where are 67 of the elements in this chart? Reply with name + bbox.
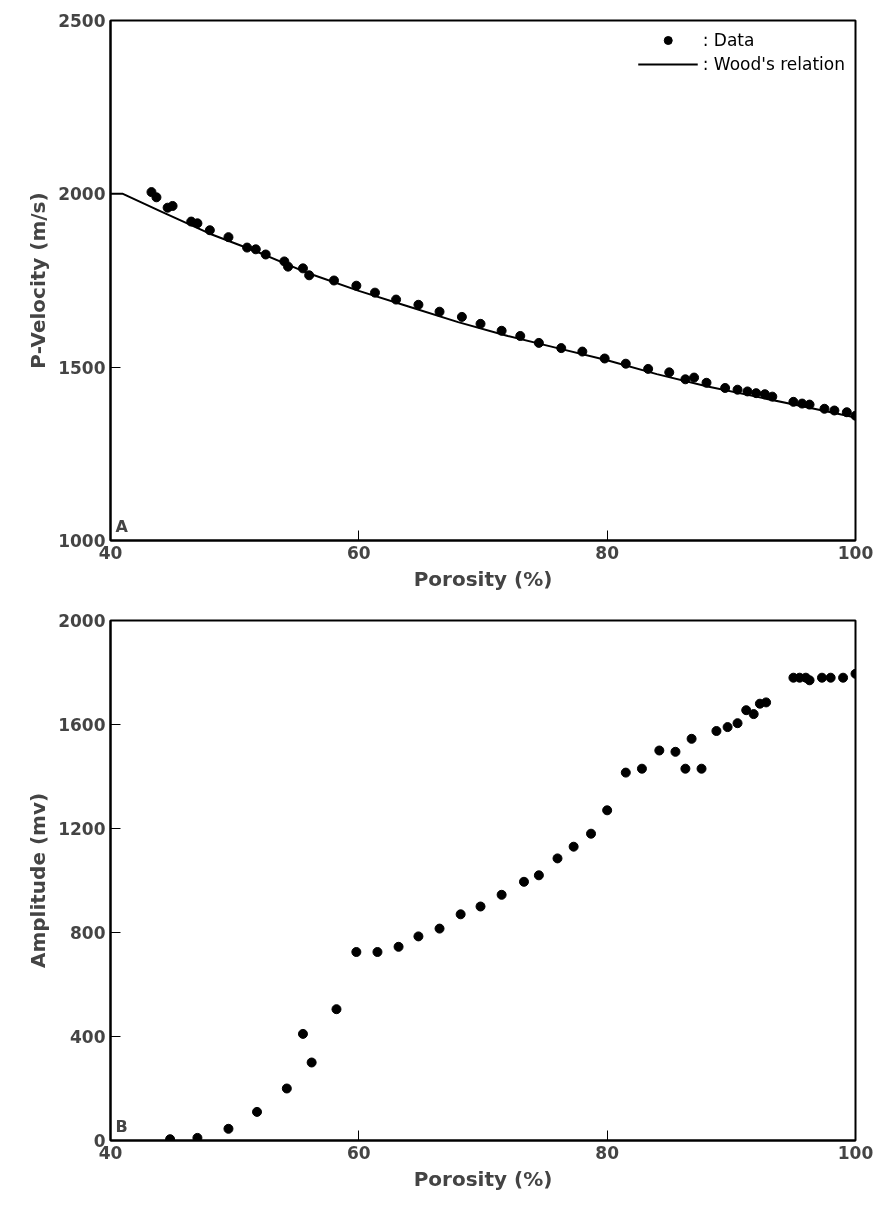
point (680, 763, 691, 774)
point (804, 675, 815, 686)
y-tick-label: 2000 (58, 611, 106, 631)
point (654, 745, 665, 756)
legend-label: : Wood's relation (702, 54, 845, 74)
point (306, 1057, 317, 1068)
point (413, 931, 424, 942)
point (455, 909, 466, 920)
y-tick-label: 2500 (58, 11, 106, 31)
y-tick-label: 1600 (58, 715, 106, 735)
point (825, 672, 836, 683)
point (151, 192, 162, 203)
point (664, 367, 675, 378)
point (413, 299, 424, 310)
point (223, 1123, 234, 1134)
point (620, 767, 631, 778)
x-tick-label: 100 (837, 542, 874, 563)
point (636, 763, 647, 774)
y-tick-label: 800 (70, 923, 106, 943)
point (838, 672, 849, 683)
point (552, 853, 563, 864)
point (518, 876, 529, 887)
point (686, 733, 697, 744)
point (533, 870, 544, 881)
y-tick-label: 1500 (58, 357, 106, 378)
point (670, 746, 681, 757)
point (393, 941, 404, 952)
point (711, 726, 722, 736)
point (372, 947, 383, 957)
x-tick-label: 100 (837, 1142, 874, 1163)
point (192, 1132, 203, 1141)
point (586, 828, 597, 839)
point (331, 1004, 342, 1015)
annotation: A (115, 516, 129, 536)
point (696, 763, 707, 774)
point (281, 1083, 292, 1094)
x-tick-label: 80 (595, 542, 620, 563)
point (252, 1106, 263, 1117)
point (568, 841, 579, 852)
x-tick-label: 80 (595, 1142, 620, 1163)
point (475, 318, 486, 329)
x-axis-title: Porosity (%) (413, 1166, 553, 1191)
point (748, 709, 759, 720)
point (456, 311, 467, 322)
point (475, 901, 486, 912)
point (351, 947, 362, 957)
y-tick-label: 400 (70, 1027, 106, 1047)
point (741, 705, 752, 716)
y-tick-label: 1200 (58, 819, 106, 839)
y-tick-label: 2000 (58, 184, 106, 205)
point (297, 1028, 308, 1039)
point (761, 697, 772, 708)
point (602, 805, 613, 816)
point (434, 923, 445, 934)
x-tick-label: 60 (347, 542, 371, 563)
point (722, 722, 733, 733)
legend-label: : Data (702, 30, 755, 50)
point (167, 200, 178, 211)
point (496, 889, 507, 900)
point (732, 718, 743, 729)
x-axis-title: Porosity (%) (413, 566, 553, 591)
y-axis-title: Amplitude (mv) (26, 792, 51, 969)
point (816, 672, 827, 683)
y-axis-title: P-Velocity (m/s) (26, 192, 51, 369)
annotation: B (115, 1116, 128, 1136)
x-tick-label: 60 (347, 1142, 371, 1163)
point (689, 372, 700, 383)
